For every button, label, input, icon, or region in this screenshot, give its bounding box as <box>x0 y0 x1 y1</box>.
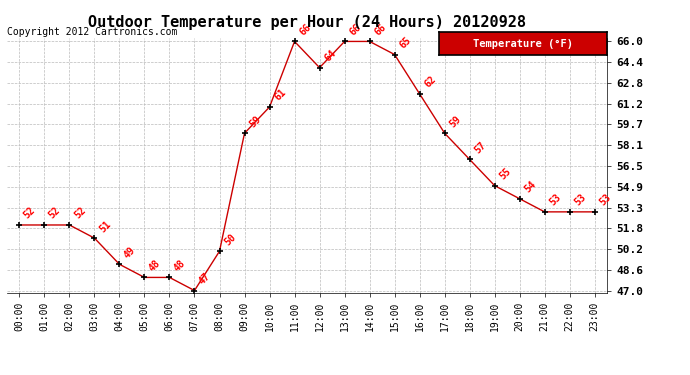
Text: 66: 66 <box>347 22 363 37</box>
Text: 66: 66 <box>297 22 313 37</box>
Text: 59: 59 <box>247 114 263 129</box>
Text: 62: 62 <box>422 74 437 90</box>
Text: 61: 61 <box>273 87 288 103</box>
Text: 48: 48 <box>147 258 163 273</box>
Text: 53: 53 <box>547 192 563 208</box>
Text: Copyright 2012 Cartronics.com: Copyright 2012 Cartronics.com <box>7 27 177 37</box>
Text: 57: 57 <box>473 140 488 155</box>
Text: 48: 48 <box>172 258 188 273</box>
Text: 55: 55 <box>497 166 513 182</box>
Text: 64: 64 <box>322 48 337 63</box>
Text: 52: 52 <box>47 206 63 221</box>
Text: 47: 47 <box>197 271 213 286</box>
Text: 52: 52 <box>22 206 37 221</box>
Text: 53: 53 <box>573 192 588 208</box>
Text: 51: 51 <box>97 219 112 234</box>
Text: 66: 66 <box>373 22 388 37</box>
Text: 50: 50 <box>222 232 237 247</box>
Text: 59: 59 <box>447 114 463 129</box>
Text: 54: 54 <box>522 179 538 195</box>
Text: 52: 52 <box>72 206 88 221</box>
Text: 49: 49 <box>122 245 137 260</box>
Text: 53: 53 <box>598 192 613 208</box>
Text: 65: 65 <box>397 35 413 50</box>
Title: Outdoor Temperature per Hour (24 Hours) 20120928: Outdoor Temperature per Hour (24 Hours) … <box>88 15 526 30</box>
